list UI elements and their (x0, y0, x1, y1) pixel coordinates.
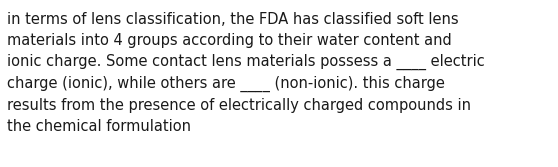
Text: in terms of lens classification, the FDA has classified soft lens
materials into: in terms of lens classification, the FDA… (7, 12, 484, 134)
